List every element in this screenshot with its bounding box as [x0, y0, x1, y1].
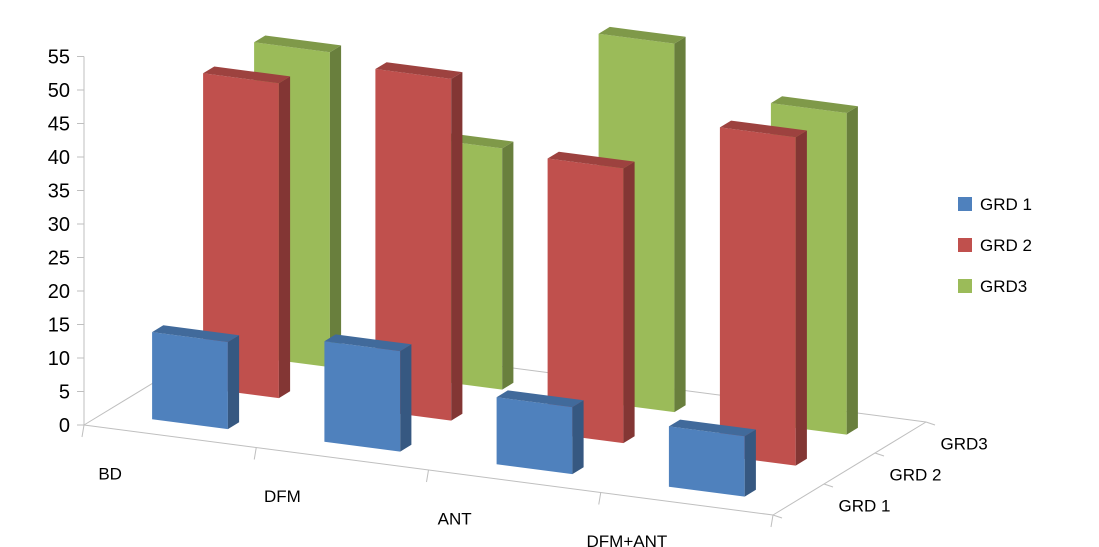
- bar-front-face: [152, 332, 228, 430]
- legend-label: GRD 2: [980, 236, 1032, 255]
- bar-front-face: [203, 73, 279, 399]
- x-tick-mark: [770, 514, 774, 528]
- y-tick-label: 10: [48, 348, 70, 370]
- bar-side-face: [674, 36, 686, 413]
- x-tick-label: BD: [98, 464, 122, 483]
- z-tick-mark: [772, 514, 783, 519]
- bar-top-face: [203, 66, 291, 84]
- y-tick-label: 50: [48, 80, 70, 102]
- y-tick-label: 15: [48, 315, 70, 337]
- legend-swatch: [958, 197, 972, 211]
- y-tick-label: 55: [48, 47, 70, 69]
- x-tick-label: DFM+ANT: [587, 532, 668, 547]
- bar-front-face: [668, 426, 745, 497]
- legend-swatch: [958, 279, 972, 293]
- y-tick-label: 20: [48, 281, 70, 303]
- bar-side-face: [795, 130, 807, 466]
- y-tick-label: 35: [48, 181, 70, 203]
- bar-side-face: [400, 344, 412, 452]
- z-tick-mark: [823, 483, 834, 488]
- bar-top-face: [719, 120, 807, 138]
- y-tick-label: 0: [59, 415, 70, 437]
- bar: [203, 66, 291, 399]
- bar-front-face: [719, 127, 796, 466]
- y-tick-label: 25: [48, 248, 70, 270]
- y-tick-label: 30: [48, 214, 70, 236]
- bar-side-face: [623, 161, 635, 444]
- z-tick-label: GRD 1: [839, 497, 891, 516]
- bar-top-face: [152, 325, 240, 342]
- x-tick-mark: [253, 447, 257, 460]
- x-tick-label: DFM: [264, 487, 301, 506]
- bar: [668, 419, 756, 497]
- bar-front-face: [324, 341, 401, 452]
- labels-group: 0 5 10 15 20 25 30 35 40 45 50 55 BD DFM ANT DFM+ANT GRD…: [48, 47, 988, 547]
- z-tick-label: GRD3: [941, 435, 988, 454]
- bar-side-face: [278, 76, 291, 399]
- bar-top-face: [496, 390, 584, 408]
- bar: [496, 390, 584, 475]
- bar: [152, 325, 240, 430]
- bar-side-face: [227, 335, 240, 430]
- bar: [375, 62, 463, 421]
- bar-front-face: [547, 158, 624, 444]
- y-tick-label: 5: [59, 382, 70, 404]
- legend-label: GRD 1: [980, 195, 1032, 214]
- bar-top-face: [254, 35, 342, 53]
- y-tick-label: 45: [48, 114, 70, 136]
- z-tick-mark: [874, 452, 885, 457]
- bar: [719, 120, 807, 466]
- x-tick-mark: [81, 424, 85, 438]
- bar: [324, 334, 412, 452]
- bar-side-face: [744, 429, 756, 497]
- series-axis-line: [772, 421, 927, 516]
- bar-front-face: [375, 69, 452, 421]
- bar-top-face: [770, 96, 858, 113]
- legend-group: GRD 1 GRD 2 GRD3: [958, 195, 1032, 296]
- x-tick-label: ANT: [438, 509, 472, 528]
- bar-side-face: [572, 400, 584, 475]
- bar-top-face: [324, 334, 412, 352]
- bars-group: [152, 26, 858, 497]
- bar-side-face: [502, 141, 514, 390]
- bar-top-face: [375, 62, 463, 79]
- bar-top-face: [598, 26, 686, 44]
- bar-top-face: [668, 419, 756, 437]
- x-tick-mark: [426, 469, 429, 483]
- bar-side-face: [329, 45, 342, 368]
- z-tick-label: GRD 2: [890, 466, 942, 485]
- bar-side-face: [846, 106, 858, 435]
- legend-swatch: [958, 238, 972, 252]
- z-tick-mark: [925, 421, 936, 426]
- bar-top-face: [547, 151, 635, 169]
- bar-front-face: [496, 397, 573, 475]
- legend-label: GRD3: [980, 277, 1027, 296]
- y-tick-label: 40: [48, 147, 70, 169]
- bar: [547, 151, 635, 444]
- x-tick-mark: [598, 492, 602, 505]
- bar-side-face: [451, 72, 463, 421]
